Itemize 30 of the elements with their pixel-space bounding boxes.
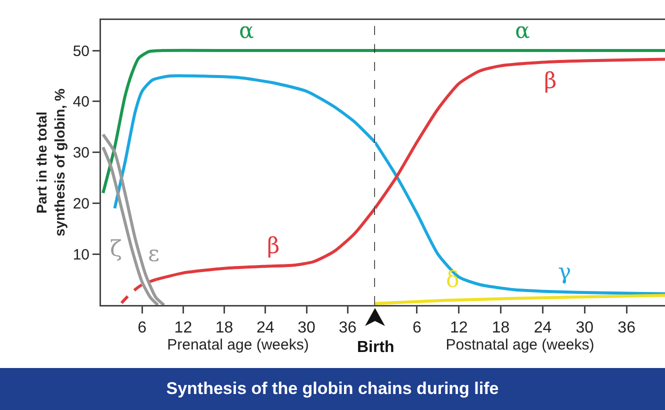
annotation: δ <box>446 268 460 293</box>
x-tick-label: 6 <box>412 320 422 337</box>
x-tick-label: 36 <box>618 320 636 337</box>
y-tick-label: 50 <box>72 42 90 60</box>
text: Synthesis of the globin chains during life <box>0 368 665 410</box>
x-tick-label: 12 <box>450 320 468 337</box>
x-tick-label: 6 <box>138 320 147 337</box>
x-tick-label: 12 <box>174 320 192 337</box>
y-axis-title: Part in the total synthesis of globin, % <box>33 88 68 236</box>
x-tick-label: 18 <box>215 320 234 337</box>
x-tick-label: 18 <box>492 320 510 337</box>
y-tick-label: 40 <box>72 94 90 111</box>
x-tick-label: 30 <box>298 320 316 337</box>
x-tick-label: 36 <box>338 320 357 337</box>
x-tick-label: 24 <box>534 320 552 337</box>
x-tick-label: 30 <box>576 320 594 337</box>
annotation: α <box>239 19 254 44</box>
annotation: β <box>267 234 280 259</box>
annotation: ε <box>148 242 160 267</box>
x-axis-title: Prenatal age (weeks) <box>167 336 309 354</box>
y-tick-label: 10 <box>72 246 90 264</box>
annotation: γ <box>558 260 572 285</box>
x-axis-title: Postnatal age (weeks) <box>446 336 594 354</box>
annotation: β <box>544 69 557 94</box>
ref-line-label: Birth <box>357 339 394 356</box>
y-tick-label: 30 <box>72 144 90 162</box>
y-tick-label: 20 <box>72 195 90 212</box>
annotation: ζ <box>110 237 122 262</box>
x-tick-label: 24 <box>256 320 274 337</box>
annotation: α <box>515 19 530 44</box>
